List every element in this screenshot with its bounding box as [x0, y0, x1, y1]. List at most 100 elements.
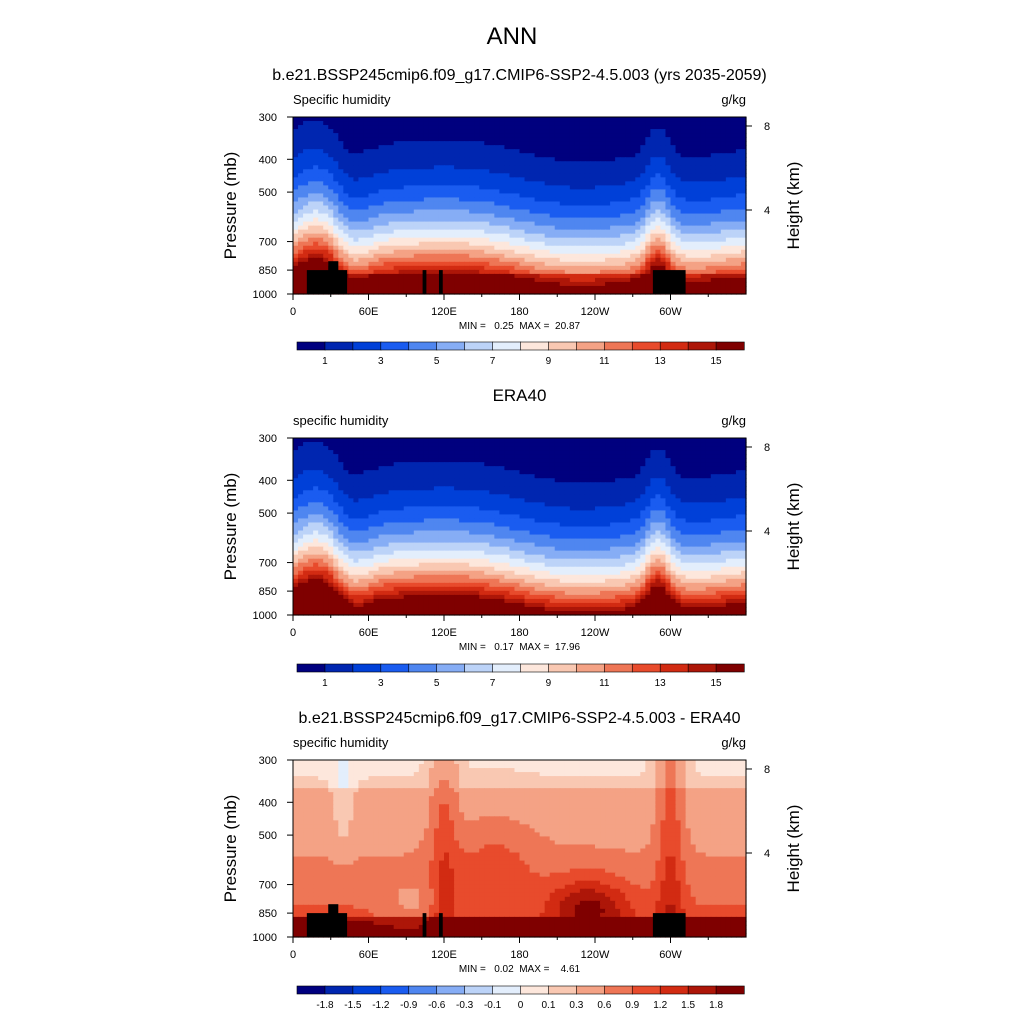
contour-cell — [499, 185, 505, 191]
contour-cell — [645, 285, 651, 291]
contour-cell — [574, 233, 581, 239]
contour-cell — [338, 478, 344, 483]
contour-cell — [388, 165, 395, 170]
contour-cell — [685, 281, 692, 287]
contour-cell — [549, 257, 556, 263]
contour-cell — [358, 269, 365, 275]
contour-cell — [640, 285, 646, 291]
contour-cell — [428, 269, 435, 275]
contour-cell — [574, 189, 581, 195]
contour-cell — [600, 161, 606, 166]
contour-cell — [544, 133, 551, 138]
contour-cell — [539, 169, 546, 174]
contour-cell — [303, 221, 309, 227]
contour-cell — [519, 466, 526, 471]
contour-cell — [655, 245, 662, 251]
contour-cell — [715, 197, 722, 203]
contour-cell — [700, 458, 707, 463]
contour-cell — [444, 145, 450, 150]
contour-cell — [579, 458, 586, 463]
contour-cell — [403, 169, 410, 174]
contour-cell — [499, 265, 505, 271]
contour-cell — [690, 438, 697, 443]
contour-cell — [298, 233, 304, 239]
contour-cell — [459, 438, 465, 443]
contour-cell — [469, 193, 475, 199]
contour-cell — [534, 478, 541, 483]
contour-cell — [449, 229, 455, 235]
contour-cell — [725, 225, 732, 231]
contour-cell — [444, 225, 450, 231]
contour-cell — [615, 173, 621, 178]
contour-cell — [338, 193, 344, 199]
contour-cell — [403, 125, 410, 130]
contour-cell — [524, 169, 531, 174]
contour-cell — [343, 125, 349, 130]
contour-cell — [489, 213, 495, 219]
contour-cell — [685, 253, 692, 259]
contour-cell — [574, 265, 581, 271]
contour-cell — [595, 225, 601, 231]
contour-cell — [348, 193, 354, 199]
contour-cell — [373, 458, 380, 463]
contour-cell — [519, 161, 526, 166]
contour-cell — [469, 133, 475, 138]
contour-cell — [464, 285, 470, 291]
contour-cell — [589, 233, 596, 239]
contour-cell — [403, 474, 410, 479]
contour-cell — [308, 253, 314, 259]
contour-cell — [630, 237, 636, 243]
contour-cell — [665, 438, 672, 443]
x-tick-label: 180 — [510, 306, 528, 318]
contour-cell — [690, 241, 697, 247]
contour-cell — [665, 161, 672, 166]
contour-cell — [358, 265, 365, 271]
contour-cell — [554, 470, 561, 475]
contour-cell — [368, 229, 375, 235]
contour-cell — [579, 161, 586, 166]
contour-field — [293, 117, 747, 295]
contour-cell — [378, 177, 385, 182]
contour-cell — [559, 237, 566, 243]
contour-cell — [559, 205, 566, 211]
contour-cell — [710, 261, 717, 267]
contour-cell — [554, 161, 561, 166]
contour-cell — [444, 177, 450, 182]
contour-cell — [710, 201, 717, 207]
contour-cell — [730, 185, 737, 191]
contour-cell — [413, 458, 420, 463]
contour-cell — [665, 237, 672, 243]
contour-cell — [343, 458, 349, 463]
contour-cell — [318, 193, 324, 199]
contour-cell — [549, 450, 556, 455]
contour-cell — [720, 205, 727, 211]
contour-cell — [660, 149, 667, 154]
contour-cell — [605, 241, 611, 247]
contour-cell — [474, 125, 480, 130]
contour-cell — [710, 209, 717, 215]
contour-cell — [680, 442, 687, 447]
contour-cell — [519, 442, 526, 447]
contour-cell — [318, 197, 324, 203]
contour-cell — [549, 125, 556, 130]
contour-cell — [650, 193, 656, 199]
contour-cell — [600, 169, 606, 174]
contour-cell — [519, 173, 526, 178]
contour-cell — [438, 261, 445, 267]
contour-cell — [630, 221, 636, 227]
contour-cell — [534, 161, 541, 166]
contour-cell — [670, 161, 677, 166]
contour-cell — [353, 245, 360, 251]
contour-cell — [589, 478, 596, 483]
contour-cell — [353, 466, 360, 471]
contour-cell — [534, 442, 541, 447]
contour-cell — [298, 205, 304, 211]
contour-cell — [368, 189, 375, 195]
contour-cell — [740, 289, 747, 295]
x-tick-label: 120W — [581, 306, 610, 318]
contour-cell — [569, 229, 576, 235]
contour-cell — [700, 225, 707, 231]
contour-cell — [373, 462, 380, 467]
contour-cell — [469, 225, 475, 231]
contour-cell — [393, 221, 400, 227]
